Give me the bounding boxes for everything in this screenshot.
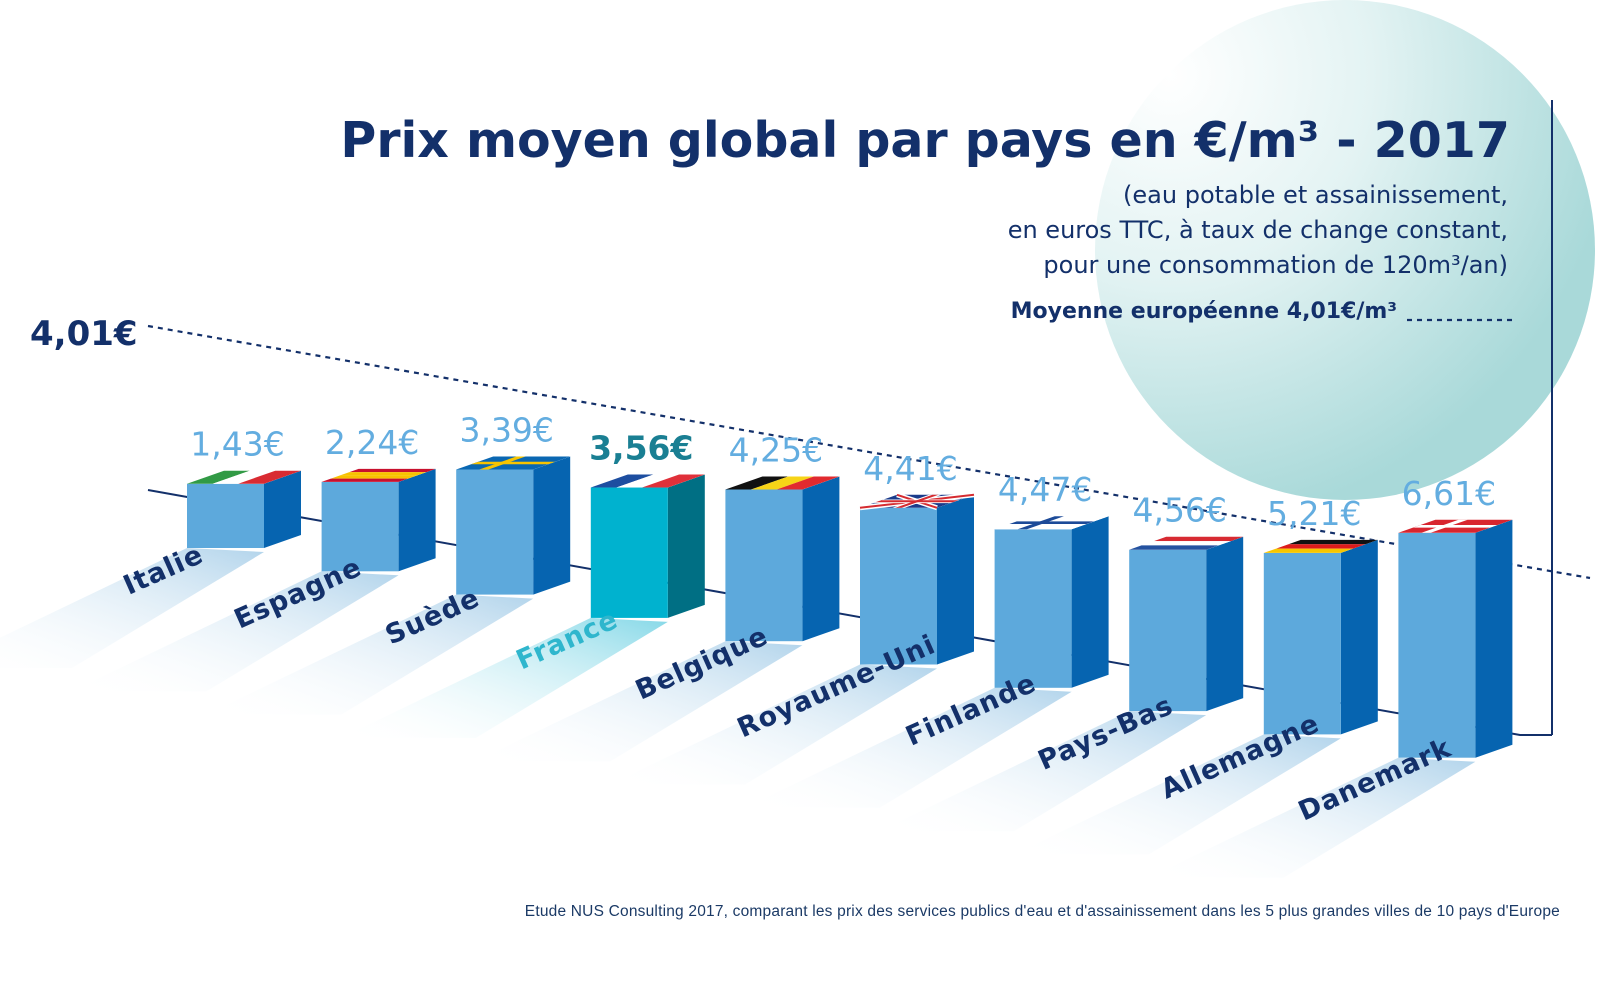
bar-espagne [321,468,436,572]
value-label-france: 3,56€ [589,429,693,468]
legend-label: Moyenne européenne 4,01€/m³ [1011,299,1397,324]
shadow-danemark [1148,757,1476,878]
chart-subtitle-line-2: en euros TTC, à taux de change constant, [1008,216,1508,244]
shadow-pays-bas [879,711,1207,832]
chart-subtitle-line-1: (eau potable et assainissement, [1123,181,1508,209]
flag-finland-icon [994,516,1109,530]
value-label-royaume-uni: 4,41€ [863,449,957,488]
flag-spain-icon [321,468,436,482]
value-label-allemagne: 5,21€ [1267,494,1361,533]
value-label-italie: 1,43€ [190,425,284,464]
shadow-belgique [475,641,803,762]
shadow-italie [0,548,264,668]
bar-belgique [725,476,840,642]
shadow-royaume-uni [610,664,937,785]
bar-danemark [1398,519,1513,758]
shadow-france [340,617,668,738]
value-label-finlande: 4,47€ [998,470,1092,509]
background-circle [1095,0,1595,500]
flag-france-icon [590,474,705,488]
average-value-label: 4,01€ [30,314,138,354]
flag-germany-icon [1263,539,1378,553]
bar-finlande [994,516,1109,688]
shadow-espagne [71,571,399,692]
bar-italie [187,470,301,548]
bar-pays-bas [1129,536,1244,712]
value-label-belgique: 4,25€ [729,430,823,469]
flag-italy-icon [187,470,301,484]
flag-united-kingdom-icon [859,492,975,511]
shadow-allemagne [1013,734,1341,855]
average-line [147,324,1591,580]
flag-sweden-icon [456,456,571,470]
bar-france [590,474,705,618]
chart-subtitle-line-3: pour une consommation de 120m³/an) [1043,251,1508,279]
shadow-finlande [744,687,1072,808]
bar-suède [456,456,571,595]
value-label-pays-bas: 4,56€ [1132,491,1226,530]
chart-title: Prix moyen global par pays en €/m³ - 201… [340,112,1510,169]
flag-netherlands-icon [1129,536,1244,550]
value-label-espagne: 2,24€ [325,423,419,462]
value-label-suède: 3,39€ [459,411,553,450]
bar-allemagne [1263,539,1378,735]
flag-belgium-icon [725,476,840,490]
shadow-suède [206,594,534,715]
value-label-danemark: 6,61€ [1402,474,1496,513]
bar-royaume-uni [859,492,975,665]
flag-denmark-icon [1398,519,1513,533]
source-note: Etude NUS Consulting 2017, comparant les… [524,903,1560,920]
